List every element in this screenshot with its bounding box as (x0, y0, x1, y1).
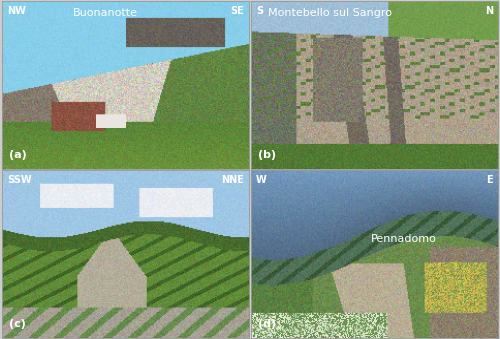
Text: W: W (256, 175, 266, 185)
Text: Buonanotte: Buonanotte (73, 8, 138, 18)
Text: N: N (485, 6, 493, 16)
Text: Pennadomo: Pennadomo (371, 234, 437, 244)
Text: NW: NW (7, 6, 26, 16)
Text: NNE: NNE (221, 175, 244, 185)
Text: SSW: SSW (7, 175, 32, 185)
Text: S: S (256, 6, 263, 16)
Text: Montebello sul Sangro: Montebello sul Sangro (268, 8, 392, 18)
Text: E: E (486, 175, 493, 185)
Text: (c): (c) (10, 319, 26, 329)
Text: (b): (b) (258, 151, 276, 160)
Text: (a): (a) (10, 151, 27, 160)
Text: SE: SE (230, 6, 244, 16)
Text: (d): (d) (258, 319, 276, 329)
